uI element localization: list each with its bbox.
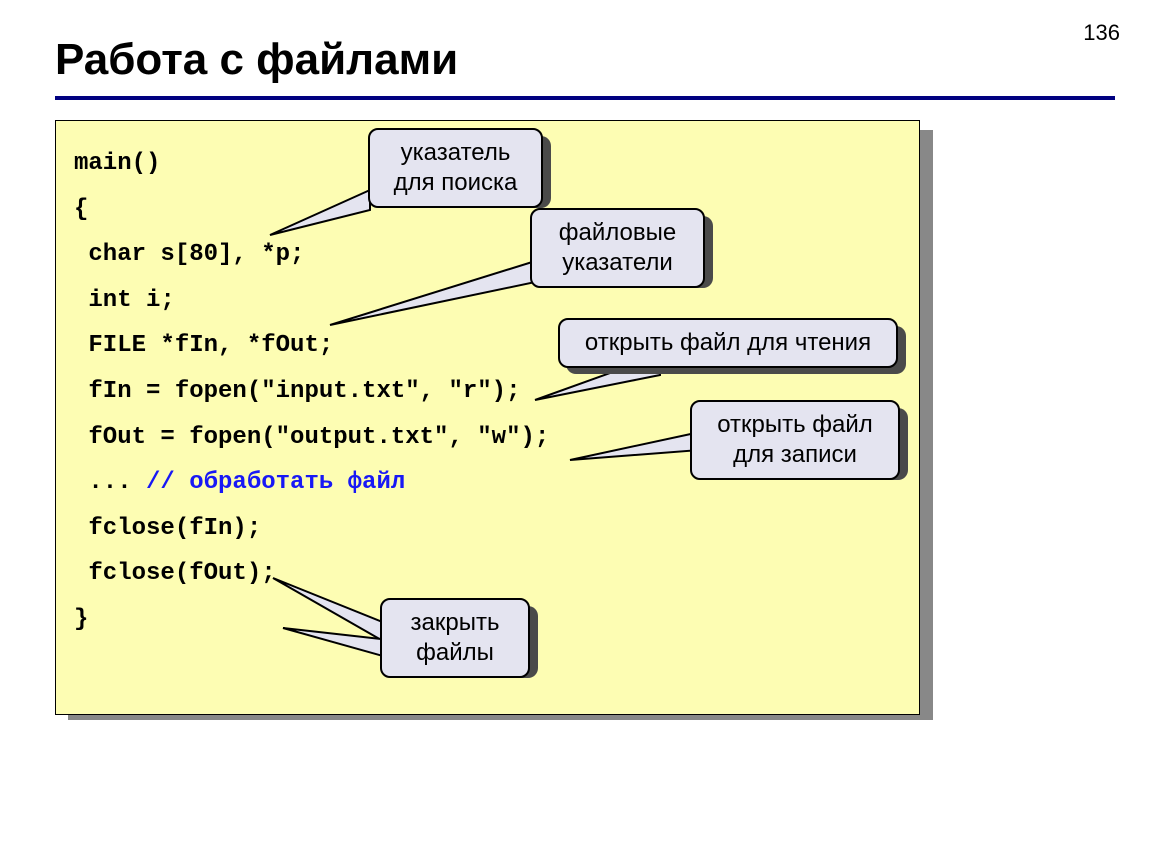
callout-file-pointers: файловые указатели [530,208,705,288]
callout-text: закрыть [402,608,508,638]
callout-text: для поиска [390,168,521,198]
callout-open-read: открыть файл для чтения [558,318,898,368]
callout-text: открыть файл [712,410,878,440]
code-line: fclose(fOut); [74,551,901,597]
callout-pointer [565,430,705,470]
page-number: 136 [1083,20,1120,46]
code-comment: // обработать файл [146,469,405,496]
code-text: ... [74,469,146,496]
page-title: Работа с файлами [55,35,458,85]
callout-text: файлы [402,638,508,668]
callout-text: указатели [552,248,683,278]
callout-open-write: открыть файл для записи [690,400,900,480]
callout-text: указатель [390,138,521,168]
code-line: fclose(fIn); [74,506,901,552]
callout-search-pointer: указатель для поиска [368,128,543,208]
callout-text: открыть файл для чтения [580,328,876,358]
callout-pointer [275,620,395,665]
title-underline [55,96,1115,100]
callout-text: файловые [552,218,683,248]
callout-text: для записи [712,440,878,470]
callout-pointer [260,180,380,250]
callout-close-files: закрыть файлы [380,598,530,678]
callout-pointer [320,250,550,340]
